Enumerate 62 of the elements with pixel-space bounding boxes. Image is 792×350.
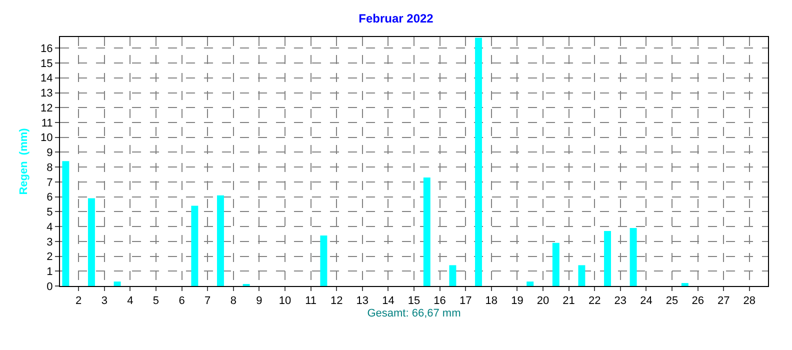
x-tick-label: 3 <box>101 295 108 308</box>
y-tick-label: 6 <box>46 192 53 204</box>
y-tick-label: 8 <box>46 162 53 174</box>
x-tick-label: 12 <box>330 295 343 308</box>
bar <box>475 38 482 286</box>
x-tick-label: 7 <box>204 295 211 308</box>
x-tick-label: 20 <box>536 295 550 308</box>
x-tick-label: 17 <box>459 295 472 308</box>
bar <box>604 231 611 286</box>
bar <box>62 161 70 286</box>
x-tick-label: 24 <box>640 295 652 308</box>
x-tick-label: 28 <box>743 295 756 308</box>
bar <box>681 283 688 286</box>
bar <box>630 228 637 286</box>
y-tick-label: 15 <box>40 58 53 70</box>
x-axis-title: Gesamt: 66,67 mm <box>367 307 461 320</box>
x-tick-label: 13 <box>356 295 369 308</box>
bar <box>526 282 534 286</box>
x-tick-label: 8 <box>230 295 236 308</box>
x-tick-label: 11 <box>305 295 316 308</box>
x-tick-label: 10 <box>278 295 292 308</box>
y-tick-label: 13 <box>40 88 53 100</box>
y-tick-label: 12 <box>40 102 53 114</box>
x-tick-label: 21 <box>562 295 575 308</box>
x-tick-label: 6 <box>178 295 185 308</box>
chart-title: Februar 2022 <box>358 11 434 26</box>
y-tick-label: 1 <box>46 266 53 278</box>
x-tick-label: 23 <box>614 295 627 308</box>
x-tick-label: 18 <box>485 295 498 308</box>
x-tick-label: 5 <box>152 295 160 308</box>
bar <box>88 198 95 286</box>
y-tick-label: 3 <box>46 236 53 248</box>
y-axis-title: Regen (mm) <box>18 128 30 195</box>
x-tick-label: 14 <box>382 295 394 308</box>
bar <box>114 282 121 286</box>
y-tick-label: 10 <box>40 132 53 144</box>
bar <box>449 265 456 286</box>
x-tick-label: 19 <box>511 295 524 308</box>
x-tick-label: 25 <box>666 295 678 308</box>
x-tick-label: 16 <box>434 295 446 308</box>
y-tick-label: 0 <box>46 280 53 293</box>
y-tick-label: 11 <box>41 117 53 130</box>
y-tick-label: 16 <box>40 43 53 55</box>
bar <box>552 242 560 286</box>
x-tick-label: 9 <box>256 295 262 308</box>
y-tick-label: 9 <box>46 147 53 160</box>
bar <box>191 206 198 286</box>
x-tick-label: 27 <box>717 295 730 308</box>
bar <box>578 265 586 286</box>
bar <box>423 177 430 286</box>
y-tick-label: 2 <box>46 251 53 264</box>
x-tick-label: 26 <box>692 295 704 308</box>
x-tick-label: 15 <box>408 295 420 308</box>
x-tick-label: 4 <box>127 295 134 308</box>
x-tick-label: 2 <box>76 295 82 308</box>
y-tick-label: 7 <box>46 176 53 189</box>
y-tick-label: 5 <box>46 206 53 219</box>
bar <box>320 235 328 286</box>
y-tick-label: 14 <box>40 72 53 85</box>
bar <box>217 195 224 286</box>
x-tick-label: 22 <box>588 295 601 308</box>
y-tick-label: 4 <box>46 221 53 234</box>
